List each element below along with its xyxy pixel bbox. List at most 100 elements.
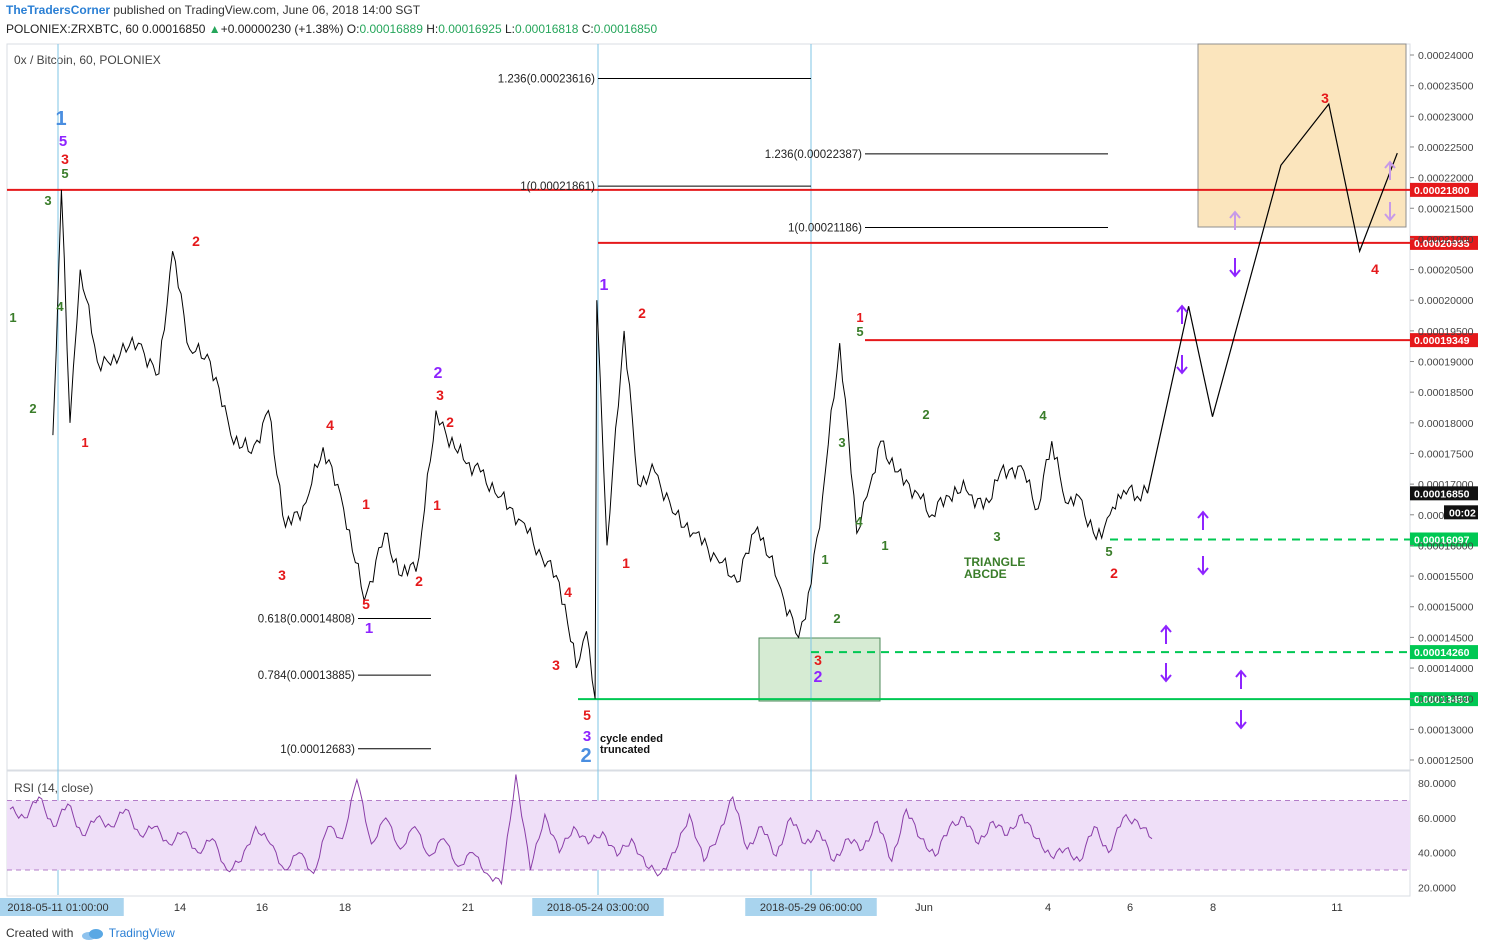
- level-tag-3: [1410, 532, 1478, 547]
- y-tick-label: 0.00020000: [1418, 295, 1474, 307]
- y-tick-label: 0.00023500: [1418, 81, 1474, 93]
- fib-label-3: 1(0.00021186): [788, 223, 862, 235]
- wave-label: 3: [583, 728, 591, 745]
- wave-label: 2: [638, 305, 646, 321]
- main-pane[interactable]: [6, 43, 1411, 771]
- wave-label: 5: [362, 596, 370, 612]
- arrow-up-head-icon: [1160, 624, 1172, 633]
- y-tick-label: 0.00020500: [1418, 265, 1474, 277]
- wave-label: 3: [61, 151, 69, 167]
- wave-label: 4: [855, 514, 863, 529]
- pane-title: 0x / Bitcoin, 60, POLONIEX: [14, 53, 161, 67]
- low-value: 0.00016818: [514, 22, 579, 36]
- wave-label: 2: [446, 414, 454, 430]
- symbol-label: POLONIEX:ZRXBTC, 60: [6, 22, 139, 36]
- current-price-text: 0.00016850: [1414, 488, 1470, 500]
- created-with-text: Created with: [6, 926, 74, 940]
- y-tick-label: 0.00012500: [1418, 755, 1474, 767]
- level-tag-text-2: 0.00019349: [1414, 335, 1470, 347]
- rsi-tick-label: 60.0000: [1418, 813, 1456, 825]
- wave-label: 2: [922, 407, 929, 422]
- y-tick-label: 0.00015000: [1418, 602, 1474, 614]
- close-value: 0.00016850: [593, 22, 658, 36]
- y-tick-label: 0.00021500: [1418, 203, 1474, 215]
- wave-label: 1: [600, 277, 609, 294]
- y-tick-label: 0.00014500: [1418, 632, 1474, 644]
- arrow-down-head-icon: [1235, 721, 1247, 730]
- wave-label: 4: [1039, 408, 1047, 423]
- wave-label: 1: [856, 310, 863, 325]
- wave-label: 1: [9, 310, 16, 325]
- y-tick-label: 0.00023000: [1418, 111, 1474, 123]
- y-tick-label: 0.00021000: [1418, 234, 1474, 246]
- level-tag-text-0: 0.00021800: [1414, 185, 1470, 197]
- rsi-tick-label: 40.0000: [1418, 848, 1456, 860]
- high-value: 0.00016925: [438, 22, 502, 36]
- wave-label: 3: [838, 435, 845, 450]
- wave-label: 2: [415, 573, 423, 589]
- open-value: 0.00016889: [359, 22, 423, 36]
- wave-label: 1: [362, 496, 370, 512]
- low-label: L:: [504, 22, 515, 36]
- publish-text: published on TradingView.com, June 06, 2…: [113, 3, 421, 17]
- y-tick-label: 0.00024000: [1418, 50, 1474, 62]
- y-tick-label: 0.00018500: [1418, 387, 1474, 399]
- wave-label: 1: [821, 552, 828, 567]
- fib-label-1: 1(0.00021861): [520, 181, 595, 193]
- price-series-line: [52, 189, 1148, 699]
- current-price-tag: [1410, 486, 1478, 501]
- arrow-down-head-icon: [1160, 674, 1172, 683]
- wave-label: 3: [993, 529, 1000, 544]
- wave-label: 3: [814, 652, 822, 668]
- wave-label: 3: [44, 193, 51, 208]
- wave-label: 5: [1105, 544, 1112, 559]
- x-tick-box: [745, 898, 877, 916]
- target-zone: [1197, 43, 1407, 228]
- arrow-down-head-icon: [1384, 213, 1396, 222]
- countdown-tag: [1444, 505, 1478, 520]
- last-price: 0.00016850: [142, 22, 206, 36]
- support-zone: [758, 637, 881, 702]
- wave-label: 2: [580, 745, 591, 767]
- wave-label: 2: [833, 611, 840, 626]
- level-tag-1: [1410, 235, 1478, 250]
- level-tag-2: [1410, 333, 1478, 348]
- wave-label: 5: [59, 133, 67, 150]
- x-tick-box: [0, 898, 124, 916]
- y-tick-label: 0.00018000: [1418, 418, 1474, 430]
- wave-label: 1: [622, 555, 630, 571]
- wave-label: 3: [436, 387, 444, 403]
- wave-label: 1: [881, 538, 888, 553]
- wave-label: 5: [61, 166, 68, 181]
- x-tick-label: 6: [1127, 902, 1133, 914]
- open-label: O:: [346, 22, 360, 36]
- wave-label: 1: [81, 435, 88, 450]
- arrow-up-head-icon: [1176, 304, 1188, 313]
- arrow-up-head-icon: [1197, 510, 1209, 519]
- annotation: TRIANGLE: [964, 555, 1025, 569]
- wave-label: 2: [192, 233, 200, 249]
- y-tick-label: 0.00016000: [1418, 540, 1474, 552]
- footer: Created with TradingView: [6, 926, 175, 940]
- x-tick-label: 2018-05-11 01:00:00: [7, 902, 108, 914]
- x-tick-label: 8: [1210, 902, 1216, 914]
- x-tick-label: 4: [1045, 902, 1051, 914]
- wave-label: 1: [365, 620, 373, 637]
- y-tick-label: 0.00022500: [1418, 142, 1474, 154]
- wave-label: 3: [1321, 90, 1329, 106]
- tradingview-link[interactable]: TradingView: [108, 926, 175, 940]
- y-tick-label: 0.00019500: [1418, 326, 1474, 338]
- x-tick-label: 2018-05-24 03:00:00: [547, 902, 649, 914]
- wave-label: 1: [433, 497, 441, 513]
- fib-label-6: 1(0.00012683): [280, 744, 355, 756]
- author-link[interactable]: TheTradersCorner: [6, 3, 111, 17]
- x-tick-box: [532, 898, 664, 916]
- y-tick-label: 0.00017500: [1418, 448, 1474, 460]
- annotation: ABCDE: [964, 567, 1007, 581]
- level-tag-text-3: 0.00016097: [1414, 534, 1470, 546]
- tradingview-cloud-icon: [81, 928, 103, 940]
- up-arrow-icon: ▲: [208, 22, 221, 36]
- wave-label: 1: [55, 108, 66, 130]
- y-tick-label: 0.00015500: [1418, 571, 1474, 583]
